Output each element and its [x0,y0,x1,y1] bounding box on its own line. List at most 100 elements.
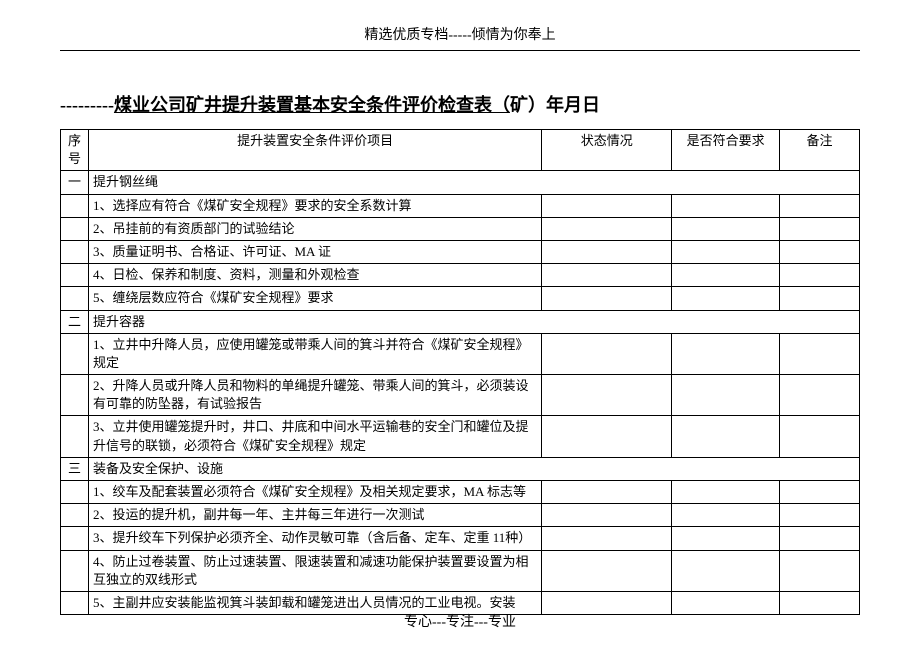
title-mine: 矿） [510,95,546,115]
section-header-row: 一提升钢丝绳 [61,171,860,194]
header-num: 序号 [61,130,89,171]
table-row: 2、升降人员或升降人员和物料的单绳提升罐笼、带乘人间的箕斗，必须装设有可靠的防坠… [61,375,860,416]
row-status-cell [542,550,672,591]
section-num: 二 [61,310,89,333]
row-note-cell [780,481,860,504]
table-row: 5、缠绕层数应符合《煤矿安全规程》要求 [61,287,860,310]
row-item-cell: 4、防止过卷装置、防止过速装置、限速装置和减速功能保护装置要设置为相互独立的双线… [88,550,541,591]
row-status-cell [542,194,672,217]
table-row: 2、吊挂前的有资质部门的试验结论 [61,217,860,240]
title-month: 月 [564,95,582,115]
row-status-cell [542,264,672,287]
title-year: 年 [546,95,564,115]
table-row: 3、提升绞车下列保护必须齐全、动作灵敏可靠（含后备、定车、定重 11种） [61,527,860,550]
section-title: 提升钢丝绳 [88,171,859,194]
row-item-cell: 2、吊挂前的有资质部门的试验结论 [88,217,541,240]
row-item-cell: 4、日检、保养和制度、资料，测量和外观检查 [88,264,541,287]
row-yesno-cell [672,333,780,374]
table-row: 1、选择应有符合《煤矿安全规程》要求的安全系数计算 [61,194,860,217]
section-title: 提升容器 [88,310,859,333]
row-num-cell [61,264,89,287]
title-main: 煤业公司矿井提升装置基本安全条件评价检查表（ [114,95,510,115]
row-note-cell [780,217,860,240]
header-text: 精选优质专档-----倾情为你奉上 [364,28,555,43]
document-title: ---------煤业公司矿井提升装置基本安全条件评价检查表（ 矿） 年 月 日 [0,51,920,129]
section-num: 一 [61,171,89,194]
row-num-cell [61,504,89,527]
row-num-cell [61,240,89,263]
row-item-cell: 2、投运的提升机，副井每一年、主井每三年进行一次测试 [88,504,541,527]
header-status: 状态情况 [542,130,672,171]
section-title: 装备及安全保护、设施 [88,457,859,480]
title-dashes: --------- [60,95,114,115]
section-header-row: 二提升容器 [61,310,860,333]
row-status-cell [542,416,672,457]
row-yesno-cell [672,550,780,591]
row-item-cell: 2、升降人员或升降人员和物料的单绳提升罐笼、带乘人间的箕斗，必须装设有可靠的防坠… [88,375,541,416]
row-item-cell: 5、缠绕层数应符合《煤矿安全规程》要求 [88,287,541,310]
row-status-cell [542,287,672,310]
row-item-cell: 1、立井中升降人员，应使用罐笼或带乘人间的箕斗并符合《煤矿安全规程》规定 [88,333,541,374]
header-note: 备注 [780,130,860,171]
row-yesno-cell [672,416,780,457]
table-header-row: 序号 提升装置安全条件评价项目 状态情况 是否符合要求 备注 [61,130,860,171]
row-num-cell [61,333,89,374]
row-note-cell [780,194,860,217]
page-footer: 专心---专注---专业 [0,611,920,631]
row-item-cell: 3、立井使用罐笼提升时，井口、井底和中间水平运输巷的安全门和罐位及提升信号的联锁… [88,416,541,457]
row-yesno-cell [672,481,780,504]
footer-text: 专心---专注---专业 [404,615,516,630]
section-header-row: 三装备及安全保护、设施 [61,457,860,480]
row-item-cell: 1、绞车及配套装置必须符合《煤矿安全规程》及相关规定要求，MA 标志等 [88,481,541,504]
row-num-cell [61,416,89,457]
row-note-cell [780,287,860,310]
row-status-cell [542,527,672,550]
row-yesno-cell [672,217,780,240]
row-yesno-cell [672,287,780,310]
row-num-cell [61,375,89,416]
row-item-cell: 3、质量证明书、合格证、许可证、MA 证 [88,240,541,263]
row-num-cell [61,217,89,240]
header-yesno: 是否符合要求 [672,130,780,171]
row-num-cell [61,550,89,591]
row-note-cell [780,550,860,591]
row-status-cell [542,217,672,240]
row-yesno-cell [672,264,780,287]
table-row: 2、投运的提升机，副井每一年、主井每三年进行一次测试 [61,504,860,527]
page-header: 精选优质专档-----倾情为你奉上 [0,0,920,50]
header-item: 提升装置安全条件评价项目 [88,130,541,171]
row-status-cell [542,375,672,416]
row-status-cell [542,481,672,504]
row-status-cell [542,504,672,527]
row-note-cell [780,416,860,457]
row-yesno-cell [672,194,780,217]
row-yesno-cell [672,375,780,416]
row-status-cell [542,333,672,374]
title-day: 日 [582,95,600,115]
row-note-cell [780,264,860,287]
table-row: 4、防止过卷装置、防止过速装置、限速装置和减速功能保护装置要设置为相互独立的双线… [61,550,860,591]
table-row: 1、立井中升降人员，应使用罐笼或带乘人间的箕斗并符合《煤矿安全规程》规定 [61,333,860,374]
row-num-cell [61,527,89,550]
table-row: 1、绞车及配套装置必须符合《煤矿安全规程》及相关规定要求，MA 标志等 [61,481,860,504]
row-num-cell [61,481,89,504]
row-yesno-cell [672,527,780,550]
row-note-cell [780,504,860,527]
row-num-cell [61,194,89,217]
row-yesno-cell [672,240,780,263]
table-row: 4、日检、保养和制度、资料，测量和外观检查 [61,264,860,287]
row-num-cell [61,287,89,310]
row-yesno-cell [672,504,780,527]
row-item-cell: 1、选择应有符合《煤矿安全规程》要求的安全系数计算 [88,194,541,217]
row-note-cell [780,527,860,550]
evaluation-table: 序号 提升装置安全条件评价项目 状态情况 是否符合要求 备注 一提升钢丝绳1、选… [60,129,860,615]
table-row: 3、质量证明书、合格证、许可证、MA 证 [61,240,860,263]
row-note-cell [780,375,860,416]
row-note-cell [780,240,860,263]
row-status-cell [542,240,672,263]
row-item-cell: 3、提升绞车下列保护必须齐全、动作灵敏可靠（含后备、定车、定重 11种） [88,527,541,550]
table-body: 一提升钢丝绳1、选择应有符合《煤矿安全规程》要求的安全系数计算2、吊挂前的有资质… [61,171,860,615]
row-note-cell [780,333,860,374]
table-row: 3、立井使用罐笼提升时，井口、井底和中间水平运输巷的安全门和罐位及提升信号的联锁… [61,416,860,457]
section-num: 三 [61,457,89,480]
